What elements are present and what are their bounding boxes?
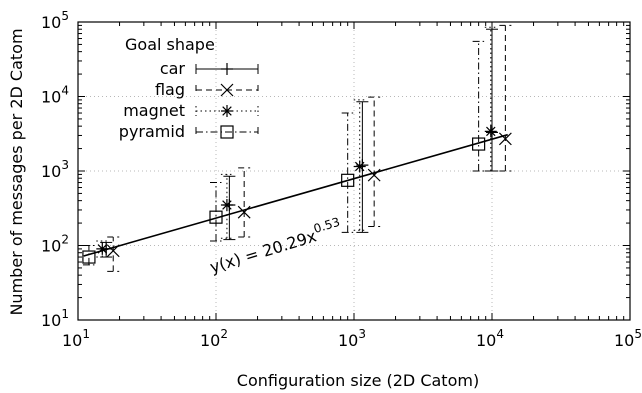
data-point-flag: [237, 205, 251, 219]
y-axis-label: Number of messages per 2D Catom: [7, 28, 26, 315]
fit-equation-prefix: y(x) = 20.29x: [208, 226, 319, 276]
legend-marker-car: [221, 63, 233, 75]
data-point-magnet: [96, 242, 109, 255]
y-tick-exp: 5: [61, 9, 69, 23]
data-point-pyramid: [82, 250, 96, 264]
y-tick-exp: 4: [61, 84, 69, 98]
y-tick-base: 10: [41, 88, 61, 107]
y-tick-label: 103: [41, 158, 69, 181]
series-flag: [106, 24, 512, 272]
y-tick-label: 105: [41, 9, 69, 32]
x-tick-label: 103: [338, 327, 366, 350]
data-point-flag: [498, 132, 512, 146]
y-tick-base: 10: [41, 311, 61, 330]
x-tick-base: 10: [614, 331, 634, 350]
legend-label-magnet: magnet: [123, 101, 185, 120]
x-tick-exp: 2: [220, 327, 228, 341]
y-tick-base: 10: [41, 237, 61, 256]
data-point-pyramid: [472, 137, 486, 151]
fit-line-group: [83, 133, 508, 257]
data-point-magnet: [353, 160, 366, 173]
data-point-pyramid: [341, 173, 355, 187]
x-tick-base: 10: [200, 331, 220, 350]
x-tick-exp: 3: [358, 327, 366, 341]
legend-label-pyramid: pyramid: [119, 122, 185, 141]
legend: Goal shape car flag magnet pyramid: [119, 35, 259, 141]
x-tick-base: 10: [62, 331, 82, 350]
x-tick-base: 10: [476, 331, 496, 350]
y-tick-label: 102: [41, 233, 69, 256]
y-tick-base: 10: [41, 13, 61, 32]
y-tick-label: 101: [41, 307, 69, 330]
x-tick-base: 10: [338, 331, 358, 350]
x-tick-exp: 1: [82, 327, 90, 341]
legend-label-car: car: [160, 59, 186, 78]
x-tick-label: 104: [476, 327, 504, 350]
x-tick-label: 105: [614, 327, 642, 350]
y-tick-exp: 3: [61, 158, 69, 172]
grid-lines: [78, 22, 630, 320]
x-axis-label: Configuration size (2D Catom): [237, 371, 479, 390]
legend-marker-flag: [220, 83, 234, 97]
data-point-flag: [367, 168, 381, 182]
legend-title: Goal shape: [125, 35, 215, 54]
y-tick-exp: 1: [61, 307, 69, 321]
fit-equation-exponent: 0.53: [312, 215, 342, 236]
series-pyramid: [82, 40, 486, 266]
y-tick-label: 104: [41, 84, 69, 107]
fit-line: [83, 133, 508, 257]
axes-group: [77, 21, 631, 321]
data-point-magnet: [220, 198, 233, 211]
x-tick-label: 102: [200, 327, 228, 350]
data-point-pyramid: [209, 210, 223, 224]
y-tick-exp: 2: [61, 233, 69, 247]
y-tick-base: 10: [41, 162, 61, 181]
series-magnet: [96, 26, 497, 258]
x-tick-exp: 5: [634, 327, 642, 341]
data-point-magnet: [484, 125, 497, 138]
legend-marker-magnet: [221, 105, 233, 117]
data-point-flag: [106, 244, 120, 258]
legend-label-flag: flag: [155, 80, 185, 99]
series-group: [82, 24, 512, 272]
x-tick-exp: 4: [496, 327, 504, 341]
x-tick-label: 101: [62, 327, 90, 350]
legend-marker-pyramid: [220, 125, 234, 139]
